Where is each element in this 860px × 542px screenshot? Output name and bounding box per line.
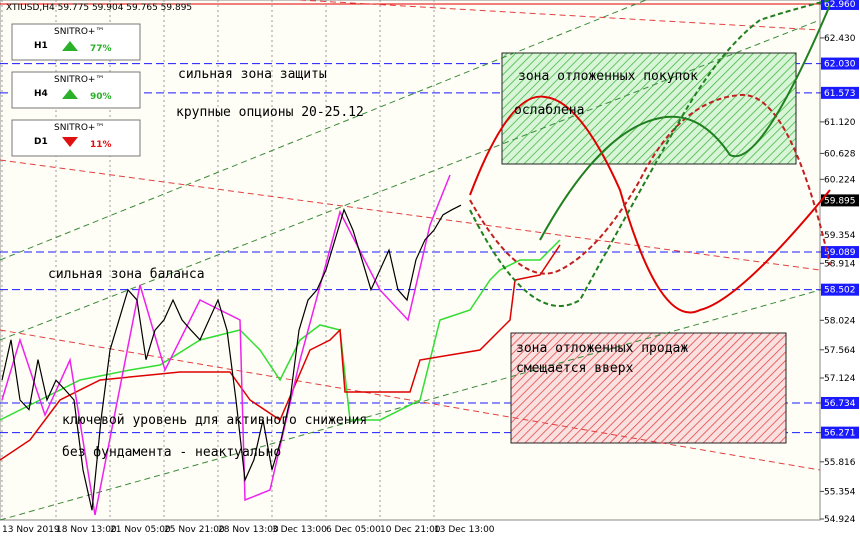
y-tick-label: 62.430 <box>824 34 856 44</box>
y-tick-label: 58.502 <box>824 286 856 296</box>
price-label-bg <box>821 396 859 409</box>
signal-brand: SNITRO+™ <box>54 75 104 85</box>
price-line <box>1 204 462 511</box>
x-tick-label: 10 Dec 21:00 <box>380 525 441 535</box>
annotation: смещается вверх <box>516 361 634 376</box>
price-label-bg <box>821 246 859 259</box>
signal-value: 90% <box>90 92 112 102</box>
x-tick-label: 25 Nov 21:00 <box>164 525 225 535</box>
signal-brand: SNITRO+™ <box>54 123 104 133</box>
y-tick-label: 60.628 <box>824 149 856 159</box>
buy-zone <box>501 52 797 165</box>
y-tick-label: 57.564 <box>824 346 856 356</box>
annotation: зона отложенных продаж <box>516 341 688 356</box>
x-tick-label: 13 Dec 13:00 <box>434 525 495 535</box>
annotation: зона отложенных покупок <box>518 69 698 84</box>
forecast-green <box>539 4 831 241</box>
y-tick-label: 60.224 <box>824 175 856 185</box>
signal-timeframe: H1 <box>34 41 48 51</box>
signal-arrow <box>62 137 78 147</box>
price-label-bg <box>821 194 859 207</box>
y-tick-label: 62.960 <box>824 0 856 10</box>
annotation: сильная зона баланса <box>48 267 205 282</box>
forecast-green-dashed <box>469 0 831 307</box>
y-tick-label: 55.816 <box>824 458 856 468</box>
y-tick-label: 54.924 <box>824 515 856 525</box>
signal-panel <box>11 71 141 109</box>
base-line <box>0 244 561 461</box>
signal-timeframe: H4 <box>34 89 48 99</box>
y-tick-label: 62.030 <box>824 60 856 70</box>
annotation: сильная зона защиты <box>178 67 327 82</box>
x-tick-label: 21 Nov 05:00 <box>110 525 171 535</box>
y-tick-label: 61.120 <box>824 118 856 128</box>
price-label-bg <box>821 426 859 439</box>
y-tick-label: 59.089 <box>824 248 856 258</box>
annotation: ослаблена <box>514 103 584 118</box>
y-tick-label: 61.573 <box>824 89 856 99</box>
price-label-bg <box>821 57 859 70</box>
zigzag <box>1 174 451 516</box>
signal-value: 11% <box>90 140 112 150</box>
span-line <box>0 239 561 421</box>
symbol-header: XTIUSD,H4 59.775 59.904 59.765 59.895 <box>6 3 192 13</box>
y-tick-label: 59.354 <box>824 231 856 241</box>
price-label-bg <box>821 283 859 296</box>
y-tick-label: 56.271 <box>824 429 856 439</box>
y-tick-label: 58.024 <box>824 316 856 326</box>
annotation: без фундамента - неактуально <box>62 445 281 460</box>
x-tick-label: 18 Nov 13:00 <box>56 525 117 535</box>
x-tick-label: 3 Dec 13:00 <box>272 525 327 535</box>
x-tick-label: 28 Nov 13:00 <box>218 525 279 535</box>
signal-arrow <box>62 41 78 51</box>
signal-timeframe: D1 <box>34 137 48 147</box>
annotation: крупные опционы 20-25.12 <box>176 105 364 120</box>
y-tick-label: 55.354 <box>824 487 856 497</box>
y-tick-label: 58.914 <box>824 259 856 269</box>
signal-panel <box>11 23 141 61</box>
y-tick-label: 57.124 <box>824 374 856 384</box>
y-tick-label: 56.734 <box>824 399 856 409</box>
x-tick-label: 13 Nov 2019 <box>2 525 60 535</box>
annotation: ключевой уровень для активного снижения <box>62 413 367 428</box>
price-label-bg <box>821 0 859 10</box>
signal-arrow <box>62 89 78 99</box>
price-label-bg <box>821 86 859 99</box>
y-tick-label: 59.895 <box>824 196 856 206</box>
signal-value: 77% <box>90 44 112 54</box>
signal-brand: SNITRO+™ <box>54 27 104 37</box>
forecast-red <box>469 95 831 314</box>
forecast-red-dashed <box>469 93 831 275</box>
x-tick-label: 6 Dec 05:00 <box>326 525 381 535</box>
